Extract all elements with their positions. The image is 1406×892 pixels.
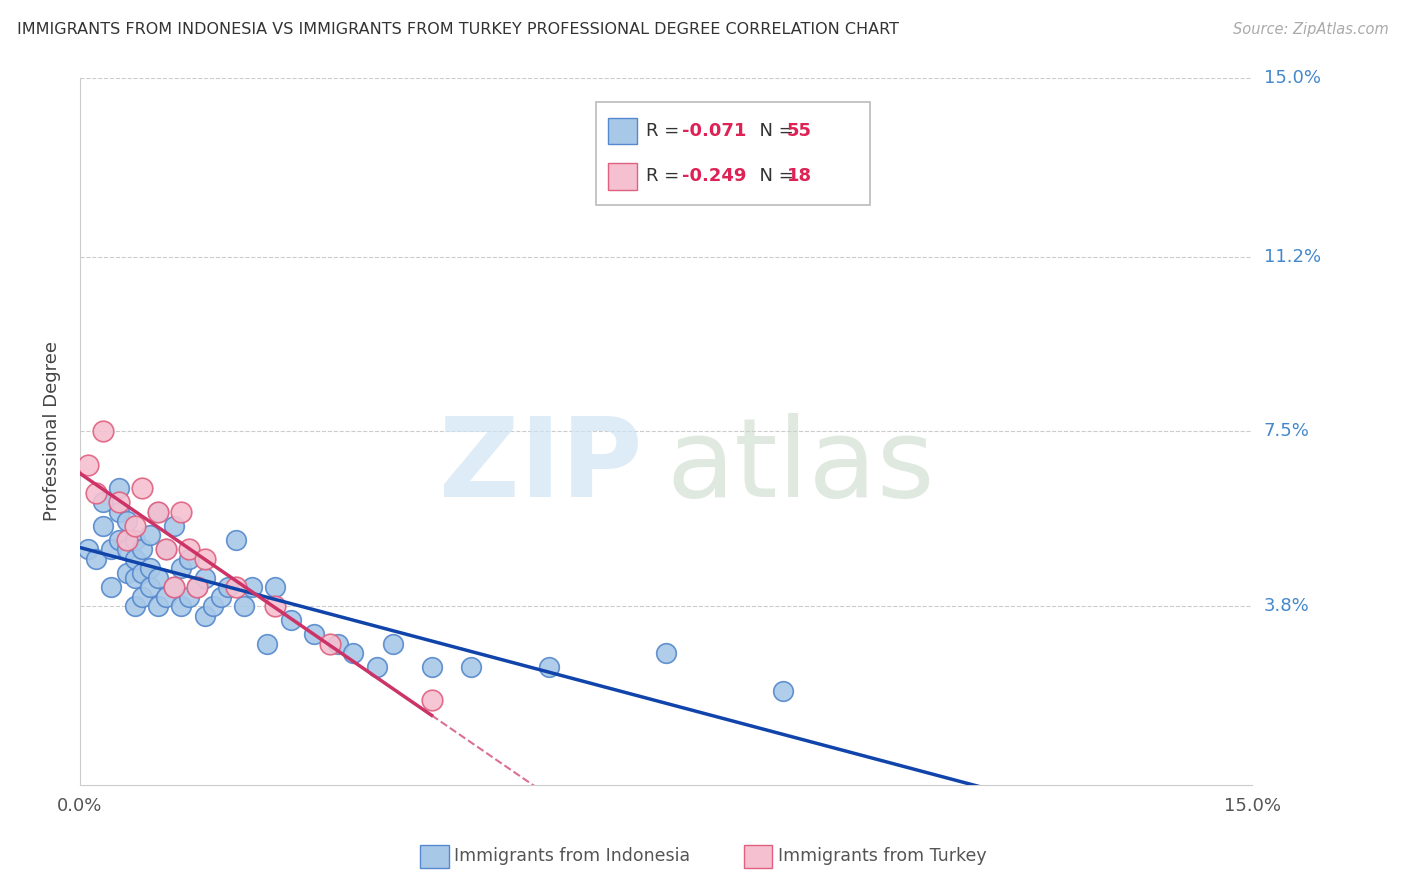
Point (115, 533, 138, 547)
Point (139, 561, 162, 575)
Point (170, 599, 193, 613)
Text: R =: R = (647, 167, 686, 186)
Point (256, 637, 278, 651)
Point (209, 590, 232, 604)
Point (225, 580, 247, 594)
Point (194, 552, 217, 566)
Point (225, 533, 247, 547)
Point (170, 561, 193, 575)
Point (179, 542, 201, 557)
Point (155, 590, 177, 604)
Text: 55: 55 (787, 122, 813, 140)
Point (146, 505, 169, 519)
Text: N =: N = (748, 167, 799, 186)
Point (139, 580, 162, 594)
Point (342, 646, 364, 660)
Point (655, 646, 678, 660)
Point (420, 660, 443, 674)
Point (420, 693, 443, 707)
Point (131, 566, 153, 580)
Point (460, 660, 482, 674)
Text: atlas: atlas (666, 413, 935, 520)
Point (319, 637, 342, 651)
Point (186, 580, 208, 594)
Point (131, 481, 153, 495)
Point (84, 552, 107, 566)
Point (304, 627, 326, 641)
Point (108, 495, 131, 509)
Point (100, 542, 122, 557)
Point (131, 542, 153, 557)
Point (772, 684, 794, 698)
Y-axis label: Professional Degree: Professional Degree (44, 342, 60, 522)
Text: ZIP: ZIP (439, 413, 643, 520)
Text: Source: ZipAtlas.com: Source: ZipAtlas.com (1233, 22, 1389, 37)
Point (179, 590, 201, 604)
Point (115, 542, 138, 557)
Point (91, 425, 114, 439)
Point (115, 566, 138, 580)
Point (91, 519, 114, 533)
Point (124, 519, 146, 533)
Point (115, 514, 138, 528)
Point (155, 542, 177, 557)
Point (366, 660, 388, 674)
Point (91, 495, 114, 509)
Point (240, 580, 263, 594)
Point (194, 571, 217, 585)
Point (264, 599, 287, 613)
Point (124, 552, 146, 566)
Point (155, 542, 177, 557)
Text: 11.2%: 11.2% (1264, 248, 1320, 266)
Point (194, 608, 217, 623)
Point (537, 660, 560, 674)
Text: 15.0%: 15.0% (1264, 69, 1320, 87)
Text: 18: 18 (787, 167, 813, 186)
Point (124, 533, 146, 547)
Point (280, 613, 302, 627)
Text: Immigrants from Turkey: Immigrants from Turkey (778, 847, 986, 865)
Point (76, 458, 98, 472)
Text: Immigrants from Indonesia: Immigrants from Indonesia (454, 847, 690, 865)
Point (163, 580, 186, 594)
Point (131, 590, 153, 604)
Point (201, 599, 224, 613)
Text: 3.8%: 3.8% (1264, 597, 1309, 615)
Point (264, 580, 287, 594)
Point (124, 571, 146, 585)
Point (124, 599, 146, 613)
Point (84, 486, 107, 500)
Point (100, 580, 122, 594)
Point (146, 571, 169, 585)
Point (139, 528, 162, 542)
Text: 7.5%: 7.5% (1264, 423, 1309, 441)
Point (146, 599, 169, 613)
Point (76, 542, 98, 557)
Text: R =: R = (647, 122, 686, 140)
Point (381, 637, 404, 651)
Text: -0.249: -0.249 (682, 167, 747, 186)
Point (179, 552, 201, 566)
Point (186, 580, 208, 594)
Point (108, 533, 131, 547)
Text: IMMIGRANTS FROM INDONESIA VS IMMIGRANTS FROM TURKEY PROFESSIONAL DEGREE CORRELAT: IMMIGRANTS FROM INDONESIA VS IMMIGRANTS … (17, 22, 898, 37)
Point (217, 580, 239, 594)
Point (108, 505, 131, 519)
Point (108, 481, 131, 495)
Point (146, 505, 169, 519)
Point (326, 637, 349, 651)
Text: -0.071: -0.071 (682, 122, 747, 140)
Point (163, 519, 186, 533)
Point (163, 580, 186, 594)
Point (233, 599, 256, 613)
Text: N =: N = (748, 122, 799, 140)
Point (170, 505, 193, 519)
